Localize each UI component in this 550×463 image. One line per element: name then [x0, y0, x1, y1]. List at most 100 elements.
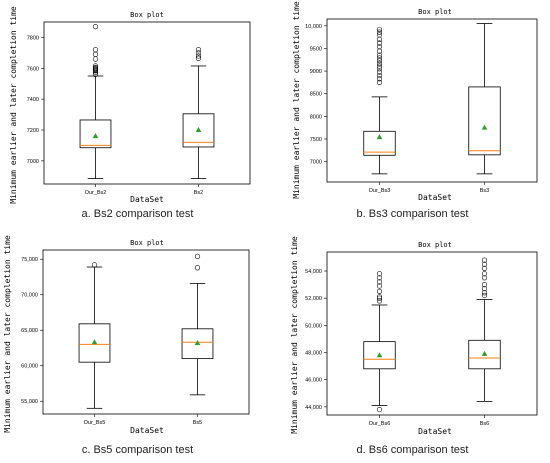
outlier-point — [376, 294, 383, 300]
mean-marker — [481, 350, 488, 356]
x-tick-label: Bs5 — [193, 420, 202, 426]
outlier-point — [376, 275, 383, 281]
x-tick-label: Our_Bs2 — [85, 190, 107, 196]
outlier-point — [194, 253, 201, 259]
outlier-point — [481, 286, 488, 292]
outlier-point — [481, 290, 488, 296]
y-tick-label: 70,000 — [21, 293, 38, 299]
outlier-point — [195, 47, 202, 53]
outlier-point — [92, 64, 99, 71]
y-tick-label: 52,000 — [305, 296, 322, 302]
caption-a: a. Bs2 comparison test — [81, 208, 194, 220]
outlier-point — [195, 55, 202, 61]
y-tick-label: 54,000 — [305, 269, 322, 275]
outlier-point — [376, 79, 383, 85]
x-tick-label: Our_Bs3 — [369, 188, 391, 194]
x-tick-label: Our_Bs6 — [369, 421, 391, 427]
y-axis-label: Minimum earlier and later completion tim… — [9, 6, 18, 204]
y-tick-label: 7200 — [27, 128, 39, 134]
mean-marker — [92, 133, 99, 139]
x-tick-label: Bs3 — [480, 188, 489, 194]
x-axis-label: DataSet — [130, 195, 164, 204]
box-iqr — [363, 130, 396, 156]
outlier-point — [376, 44, 383, 50]
outlier-point — [376, 55, 383, 61]
chart-title: Box plot — [418, 8, 452, 16]
outlier-point — [376, 26, 383, 33]
chart-d: Box plot Minimum earlier and later compl… — [290, 236, 538, 435]
chart-b: Box plot Minimum earlier and later compl… — [292, 1, 538, 202]
box-iqr — [79, 119, 112, 149]
outlier-point — [376, 76, 383, 82]
y-tick-label: 50,000 — [305, 323, 322, 329]
x-tick-label: Bs6 — [480, 421, 489, 427]
outlier-point — [481, 271, 488, 277]
box-iqr — [468, 86, 501, 156]
outlier-point — [481, 275, 488, 281]
outlier-point — [376, 72, 383, 79]
caption-c: c. Bs5 comparison test — [81, 444, 194, 456]
mean-marker — [195, 127, 202, 132]
outlier-point — [376, 52, 383, 58]
x-axis-label: DataSet — [130, 426, 164, 435]
y-tick-label: 7000 — [310, 160, 322, 166]
outlier-point — [376, 406, 383, 413]
outlier-point — [481, 257, 488, 263]
outlier-point — [376, 298, 383, 304]
y-axis-label: Minimum earlier and later completion tim… — [3, 235, 12, 433]
mean-marker — [376, 352, 383, 358]
outlier-point — [376, 40, 383, 46]
y-tick-label: 65,000 — [21, 328, 38, 334]
mean-marker — [481, 124, 488, 130]
outlier-point — [92, 51, 99, 58]
outlier-point — [481, 261, 488, 267]
outlier-point — [195, 50, 202, 56]
outlier-point — [194, 265, 201, 271]
chart-c: Box plot Minimum earlier and later compl… — [3, 235, 250, 435]
y-axis-label: Minimum earlier and later completion tim… — [290, 236, 299, 434]
y-tick-label: 7000 — [27, 159, 39, 165]
y-tick-label: 7500 — [310, 137, 322, 143]
plot-frame — [326, 251, 538, 416]
y-tick-label: 7400 — [27, 97, 39, 103]
x-tick-label: Bs2 — [194, 190, 203, 196]
y-tick-label: 46,000 — [305, 378, 322, 384]
y-axis-label: Minimum earlier and later completion tim… — [292, 1, 301, 199]
y-tick-label: 7600 — [27, 66, 39, 72]
outlier-point — [376, 69, 383, 75]
mean-marker — [91, 339, 98, 345]
y-tick-label: 55,000 — [21, 399, 38, 405]
outlier-point — [376, 283, 383, 289]
y-tick-label: 48,000 — [305, 351, 322, 357]
outlier-point — [376, 58, 383, 64]
y-tick-label: 75,000 — [21, 257, 38, 263]
x-axis-label: DataSet — [418, 193, 452, 202]
y-tick-label: 8000 — [310, 114, 322, 120]
plot-frame — [43, 21, 251, 185]
outlier-point — [376, 279, 383, 285]
chart-title: Box plot — [418, 241, 452, 249]
mean-marker — [194, 340, 201, 346]
box-iqr — [468, 339, 501, 370]
chart-title: Box plot — [130, 11, 164, 19]
outlier-point — [92, 63, 99, 69]
outlier-point — [481, 265, 488, 271]
outlier-point — [376, 32, 383, 38]
y-tick-label: 60,000 — [21, 364, 38, 370]
outlier-point — [376, 66, 383, 72]
outlier-point — [481, 281, 488, 288]
box-iqr — [78, 323, 111, 363]
outlier-point — [91, 262, 98, 268]
outlier-point — [481, 292, 488, 299]
y-tick-label: 9000 — [310, 69, 322, 75]
chart-a: Box plot Minimum earlier and later compl… — [9, 6, 251, 204]
outlier-point — [376, 295, 383, 301]
plot-frame — [42, 249, 250, 415]
outlier-point — [376, 271, 383, 277]
x-axis-label: DataSet — [418, 427, 452, 435]
caption-b: b. Bs3 comparison test — [356, 208, 469, 220]
outlier-point — [376, 29, 383, 35]
box-iqr — [181, 328, 214, 360]
outlier-point — [92, 24, 99, 30]
outlier-point — [376, 60, 383, 66]
